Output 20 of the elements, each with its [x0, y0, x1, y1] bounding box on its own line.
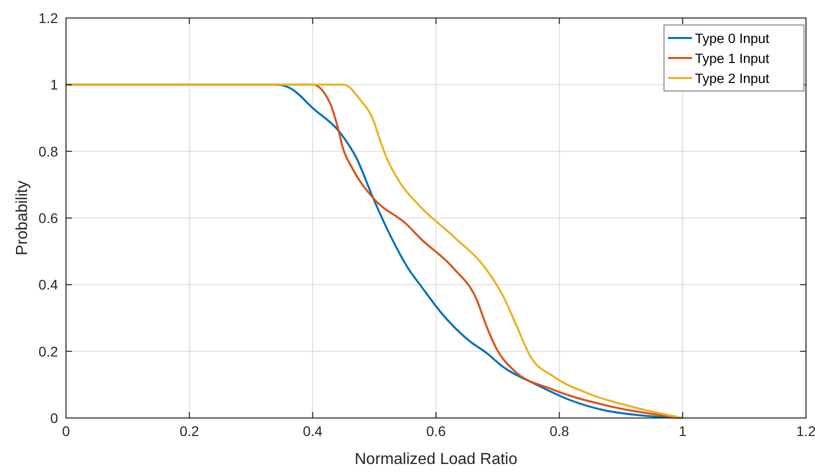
x-tick-label: 0.4 — [302, 423, 323, 439]
y-tick-label: 0 — [50, 410, 58, 426]
x-tick-label: 0 — [62, 423, 70, 439]
x-tick-label: 1 — [678, 423, 687, 439]
x-tick-label: 0.6 — [426, 423, 446, 439]
x-tick-label: 0.2 — [180, 423, 200, 439]
y-tick-label: 0.8 — [38, 143, 58, 160]
x-axis-title: Normalized Load Ratio — [354, 451, 518, 468]
legend-label: Type 0 Input — [695, 31, 770, 46]
x-tick-label: 0.8 — [550, 423, 570, 439]
legend-label: Type 1 Input — [695, 51, 770, 66]
x-tick-label: 1.2 — [796, 423, 815, 439]
y-tick-label: 1 — [50, 76, 58, 93]
legend-label: Type 2 Input — [695, 71, 770, 86]
y-tick-label: 0.4 — [38, 276, 58, 293]
y-tick-label: 1.2 — [38, 10, 58, 26]
line-series — [65, 84, 684, 419]
y-tick-label: 0.6 — [38, 210, 58, 226]
y-tick-label: 0.2 — [38, 343, 58, 360]
y-axis-title: Probability — [14, 180, 31, 256]
